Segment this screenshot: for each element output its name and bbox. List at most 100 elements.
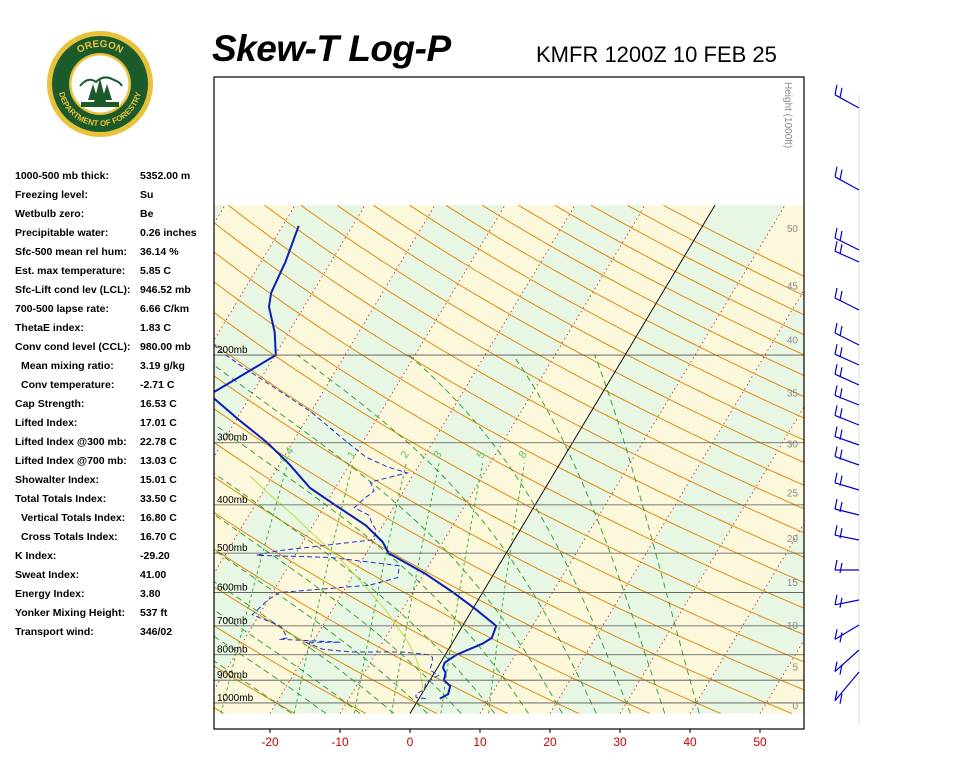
index-value: 946.52 mb [140,284,191,296]
temperature-tick-label: 10 [473,735,487,749]
mixing-ratio-line [440,463,483,714]
temperature-band [214,205,435,574]
index-label: Vertical Totals Index: [21,512,126,524]
wind-barb-flag [834,426,838,437]
wind-barb-staff [834,332,860,346]
index-label: Energy Index: [15,588,85,600]
moist-adiabat-line [214,635,327,714]
wind-barb-flag [834,661,838,672]
index-label: ThetaE index: [15,322,84,334]
height-tick-label: 25 [787,489,799,500]
wind-barb-flag [839,475,843,486]
index-row: K Index: -29.20 [15,547,215,566]
index-label: 700-500 lapse rate: [15,303,109,315]
wind-barb-flag [834,629,838,640]
dry-adiabat-line [300,204,804,486]
dry-adiabat-line [214,281,804,609]
mixing-ratio-label: 5 [475,449,488,461]
moist-adiabat-line [297,354,597,714]
index-row: Conv cond level (CCL): 980.00 mb [15,338,215,357]
wind-barb-staff [834,297,860,311]
chart-title: Skew-T Log-P [212,28,451,69]
index-label: Sweat Index: [15,569,80,581]
dry-adiabat-line [0,205,153,713]
wind-barb-flag [839,169,843,180]
dry-adiabat-line [214,665,296,714]
wind-barb-flag [834,287,838,299]
height-tick-label: 50 [787,224,799,235]
wind-barb-flag [834,405,838,416]
wind-barb-flag [839,501,843,513]
moist-adiabat-line [408,354,631,714]
wind-barb-flag [839,632,843,643]
index-label: Sfc-Lift cond lev (LCL): [15,284,131,296]
wind-barb-flag [839,388,843,399]
pressure-label: 700mb [217,616,248,627]
height-tick-label: 15 [787,578,799,589]
temperature-tick-label: 40 [683,735,697,749]
pressure-label: 500mb [217,543,248,554]
index-row: Energy Index: 3.80 [15,585,215,604]
wind-barb-flag [834,84,838,95]
index-row: Cross Totals Index: 16.70 C [15,528,215,547]
index-label: Yonker Mixing Height: [15,607,126,619]
index-label: Total Totals Index: [15,493,107,505]
index-row: 1000-500 mb thick: 5352.00 m [15,167,215,186]
logo-text-top: OREGON [75,39,125,56]
index-row: Conv temperature: -2.71 C [15,376,215,395]
dry-adiabat-line [214,706,225,714]
isotherm-line [830,205,960,713]
index-value: -29.20 [140,550,170,562]
wind-barb-flag [834,472,838,483]
wind-barb-flag [839,664,843,675]
plot-area: 0.4 1 2 3 5 8 [0,204,960,714]
wind-barb-flag [834,594,838,605]
index-label: Lifted Index @700 mb: [15,455,127,467]
index-row: Yonker Mixing Height: 537 ft [15,604,215,623]
wind-barb-flag [834,498,838,510]
index-row: Sfc-Lift cond lev (LCL): 946.52 mb [15,281,215,300]
mixing-ratio-label: 2 [399,449,412,461]
dry-adiabats [0,204,804,714]
wind-barb-staff [834,599,860,606]
index-row: Total Totals Index: 33.50 C [15,490,215,509]
isobars: 200mb 300mb 400mb 500mb 600mb 700mb 800mb 900mb… [214,345,804,704]
index-value: 537 ft [140,607,168,619]
temperature-line [214,225,498,700]
moist-adiabat-line [214,513,462,714]
temperature-band [214,205,295,341]
index-value: 980.00 mb [140,341,191,353]
index-label: Conv cond level (CCL): [15,341,131,353]
pressure-label: 1000mb [217,693,254,704]
wind-barb-flag [834,322,838,334]
wind-barb-flag [839,325,843,337]
index-label: Precipitable water: [15,227,109,239]
wind-barb-flag [839,87,843,98]
wind-barb-staff [834,508,860,516]
temperature-band [0,205,85,713]
parcel-line [249,475,425,692]
index-value: 16.80 C [140,512,177,524]
isotherm-line [214,205,226,225]
height-tick-label: 0 [792,702,798,713]
pressure-label: 800mb [217,645,248,656]
index-value: 5.85 C [140,265,171,277]
plot-frame [213,76,805,730]
wind-barb-flag [834,446,838,457]
index-value: 13.03 C [140,455,177,467]
temperature-tick-label: 20 [543,735,557,749]
moist-adiabat-line [512,354,666,714]
mixing-ratio-line [391,463,440,714]
moist-adiabats [214,354,700,714]
wind-barb-flag [834,227,838,239]
moist-adiabat-line [214,581,395,714]
wind-barb-staff [834,176,860,191]
index-label: Sfc-500 mean rel hum: [15,246,128,258]
logo-tree-right [102,84,112,100]
index-value: 15.01 C [140,474,177,486]
index-row: Lifted Index @300 mb: 22.78 C [15,433,215,452]
temperature-tick-label: 50 [753,735,767,749]
index-value: 5352.00 m [140,170,191,182]
wind-barb-flag [839,347,843,358]
index-label: Conv temperature: [21,379,115,391]
